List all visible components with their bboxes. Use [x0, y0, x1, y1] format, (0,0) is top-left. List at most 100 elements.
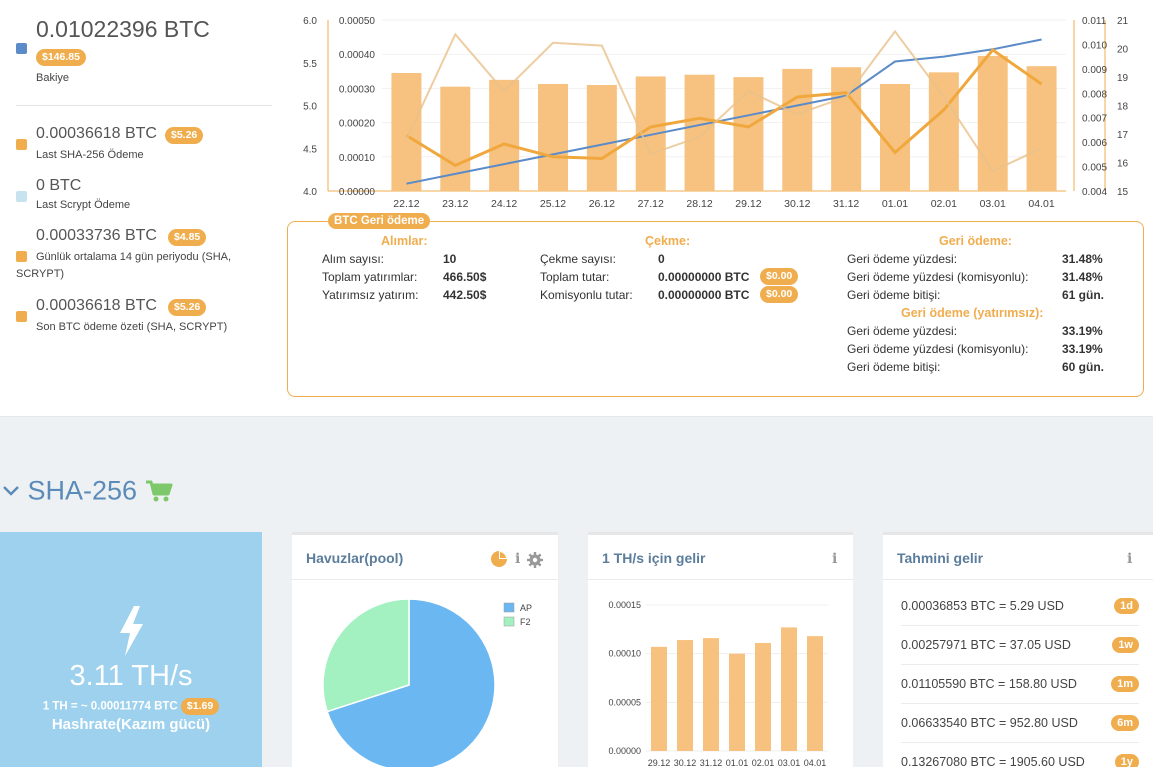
y-tick-label: 0.00005: [608, 697, 641, 707]
hashrate-rate: 1 TH = ~ 0.00011774 BTC: [42, 700, 178, 713]
x-tick-label: 28.12: [686, 198, 712, 210]
stat-swatch: [16, 139, 27, 150]
estimated-income-title: Tahmini gelir: [897, 550, 984, 566]
payback-value: 33.19%: [1062, 324, 1103, 338]
hashrate-usd-badge: $1.69: [180, 698, 220, 715]
y-tick-label-right-inner: 0.007: [1082, 114, 1107, 125]
estimate-period-badge: 1d: [1114, 598, 1139, 614]
y-tick-label-left-outer: 5.0: [303, 102, 317, 113]
bar: [586, 84, 617, 191]
btc-refund-box: BTC Geri ödeme Alımlar: Alım sayısı: 10 …: [287, 213, 1144, 397]
balance-label: Bakiye: [36, 72, 70, 84]
bar: [977, 55, 1008, 191]
bar: [538, 83, 568, 191]
y-tick-label-right-inner: 0.005: [1082, 163, 1107, 174]
payback-label: Geri ödeme bitişi:: [847, 288, 941, 302]
y-tick-label-left-outer: 6.0: [303, 16, 317, 27]
payback-label: Geri ödeme yüzdesi (komisyonlu):: [847, 270, 1029, 284]
y-tick-label-right-outer: 16: [1117, 159, 1129, 170]
withdraw-usd-badge: $0.00: [760, 286, 799, 304]
pie-slice: [326, 598, 496, 767]
payback-label: Geri ödeme yüzdesi (komisyonlu):: [847, 342, 1029, 356]
payback-value: 61 gün.: [1062, 288, 1105, 302]
pie-chart-icon[interactable]: [490, 550, 508, 568]
x-tick-label: 31.12: [700, 758, 723, 767]
panel-divider: [588, 579, 853, 580]
x-tick-label: 01.01: [882, 198, 908, 210]
x-tick-label: 01.01: [726, 758, 749, 767]
bar: [651, 646, 667, 751]
x-tick-label: 29.12: [648, 758, 671, 767]
x-tick-label: 03.01: [980, 198, 1006, 210]
x-tick-label: 30.12: [674, 758, 697, 767]
legend-swatch: [503, 602, 515, 613]
y-tick-label-right-outer: 20: [1117, 45, 1129, 56]
purchase-label: Yatırımsız yatırım:: [322, 288, 419, 302]
bar: [489, 79, 520, 191]
series-line: [405, 29, 1043, 173]
balance-legend-swatch: [16, 43, 27, 54]
payback-value: 31.48%: [1062, 252, 1103, 266]
x-tick-label: 22.12: [393, 198, 419, 210]
y-tick-label-left-inner: 0.00000: [339, 187, 376, 198]
y-tick-label-right-inner: 0.008: [1082, 89, 1107, 100]
x-tick-label: 30.12: [784, 198, 810, 210]
payback-heading: Geri ödeme:: [939, 234, 1012, 248]
section-header-sha256[interactable]: SHA-256: [0, 474, 173, 506]
estimate-period-badge: 6m: [1111, 715, 1139, 731]
payback-no-invest-heading: Geri ödeme (yatırımsız):: [901, 306, 1044, 320]
series-line: [406, 38, 1042, 185]
y-tick-label-right-inner: 0.006: [1082, 138, 1107, 149]
info-icon[interactable]: i: [1127, 551, 1133, 567]
x-tick-label: 02.01: [931, 198, 957, 210]
stat-label: Günlük ortalama 14 gün periyodu (SHA, SC…: [16, 251, 232, 280]
info-icon[interactable]: i: [832, 551, 838, 567]
x-tick-label: 29.12: [735, 198, 761, 210]
y-tick-label-left-inner: 0.00010: [339, 153, 376, 164]
row-divider: [901, 703, 1139, 704]
y-tick-label-right-inner: 0.009: [1082, 65, 1107, 76]
y-tick-label-left-inner: 0.00040: [339, 50, 376, 61]
payback-label: Geri ödeme bitişi:: [847, 360, 941, 374]
chevron-down-icon[interactable]: [2, 484, 20, 498]
divider: [16, 105, 272, 106]
withdraw-label: Toplam tutar:: [540, 270, 610, 284]
bar: [1026, 66, 1057, 191]
income-per-th-title: 1 TH/s için gelir: [602, 550, 706, 566]
pie-slice: [322, 598, 410, 713]
balance-usd-badge: $146.85: [36, 49, 86, 67]
income-per-th-chart: 0.00015 0.00010 0.00005 0.00000 29.12 30.12 31…: [608, 600, 828, 767]
hashrate-label: Hashrate(Kazım gücü): [51, 716, 211, 733]
legend-label: F2: [520, 617, 531, 627]
bar: [755, 642, 771, 751]
estimate-row-text: 0.01105590 BTC = 158.80 USD: [901, 677, 1077, 691]
stat-label: Last SHA-256 Ödeme: [36, 149, 144, 161]
x-tick-label: 02.01: [752, 758, 775, 767]
stat-label: Son BTC ödeme özeti (SHA, SCRYPT): [36, 321, 228, 333]
row-divider: [901, 664, 1139, 665]
panel-divider: [883, 579, 1153, 580]
info-icon[interactable]: i: [515, 551, 521, 567]
summary-panel: 0.01022396 BTC $146.85 Bakiye 0.00036618…: [0, 0, 1153, 417]
estimated-income-panel: Tahmini gelir i 0.00036853 BTC = 5.29 US…: [883, 532, 1153, 767]
x-tick-label: 23.12: [442, 198, 468, 210]
bar: [729, 653, 745, 751]
y-tick-label-right-outer: 15: [1117, 187, 1129, 198]
gear-icon[interactable]: [527, 552, 543, 568]
y-tick-label-right-outer: 21: [1117, 16, 1129, 27]
y-tick-label-right-outer: 17: [1117, 130, 1129, 141]
withdraw-value: 0.00000000 BTC: [658, 270, 750, 284]
purchase-label: Toplam yatırımlar:: [322, 270, 418, 284]
stat-amount: 0.00036618 BTC: [36, 125, 157, 142]
bar: [703, 638, 719, 751]
stat-amount: 0.00033736 BTC: [36, 227, 157, 244]
hashrate-value: 3.11 TH/s: [69, 660, 193, 692]
estimate-row-text: 0.13267080 BTC = 1905.60 USD: [901, 755, 1085, 767]
bar: [880, 83, 910, 191]
pools-pie-chart: AP F2: [322, 598, 532, 767]
y-tick-label: 0.00010: [608, 649, 641, 659]
payout-history-chart: 6.0 5.5 5.0 4.5 4.0 0.00050 0.00040 0.00030 0.00…: [303, 16, 1129, 210]
pools-panel: Havuzlar(pool) i AP F2: [292, 532, 558, 767]
shopping-cart-icon[interactable]: [145, 479, 173, 503]
section-title: SHA-256: [27, 475, 138, 506]
